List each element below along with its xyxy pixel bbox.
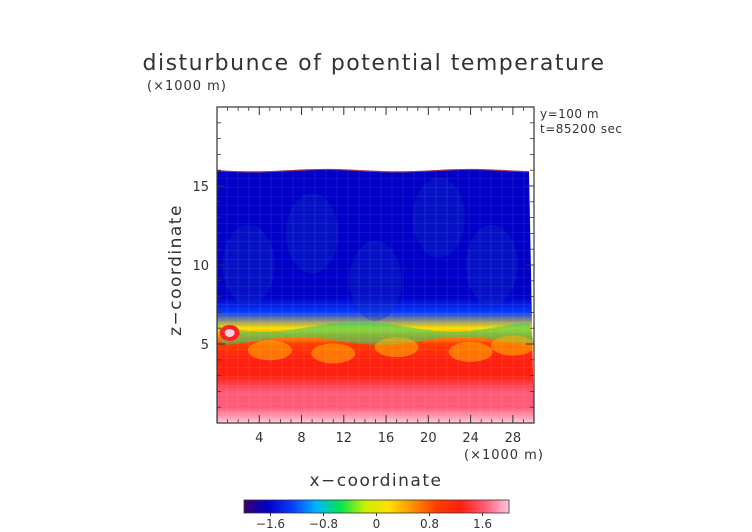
colorbar-tick-label: −0.8 [309,517,338,531]
colorbar-tick-label: 0 [373,517,381,531]
x-tick-label: 16 [378,431,395,446]
y-axis: 5 10 15 [192,122,534,408]
y-tick-label: 5 [201,338,209,353]
y-tick-label: 10 [192,259,209,274]
x-tick-label: 12 [336,431,353,446]
colorbar-tick-label: 0.8 [420,517,439,531]
colorbar-fill [243,499,510,514]
colorbar-ticks: −1.6 −0.8 0 0.8 1.6 [256,513,492,531]
annotation-y: y=100 m [540,107,599,121]
colorbar-tick-label: 1.6 [473,517,492,531]
field-features [217,168,534,423]
y-axis-label: z−coordinate [166,204,186,336]
x-axis-label: x−coordinate [310,471,443,491]
plot-area [216,106,535,424]
colorbar: −1.6 −0.8 0 0.8 1.6 [243,499,510,531]
x-tick-label: 8 [297,431,305,446]
x-tick-label: 4 [255,431,263,446]
y-tick-label: 15 [192,180,209,195]
contour-texture [217,170,534,423]
x-tick-label: 24 [462,431,479,446]
annotation-t: t=85200 sec [540,122,622,136]
z-unit-label: (×1000 m) [147,79,227,94]
temperature-field [217,169,534,423]
colorbar-tick-label: −1.6 [256,517,285,531]
x-unit-label: (×1000 m) [464,448,544,463]
x-tick-label: 20 [420,431,437,446]
x-tick-label: 28 [505,431,522,446]
chart-title: disturbunce of potential temperature [143,51,606,76]
x-axis: 4 8 12 16 20 24 28 [227,107,524,446]
